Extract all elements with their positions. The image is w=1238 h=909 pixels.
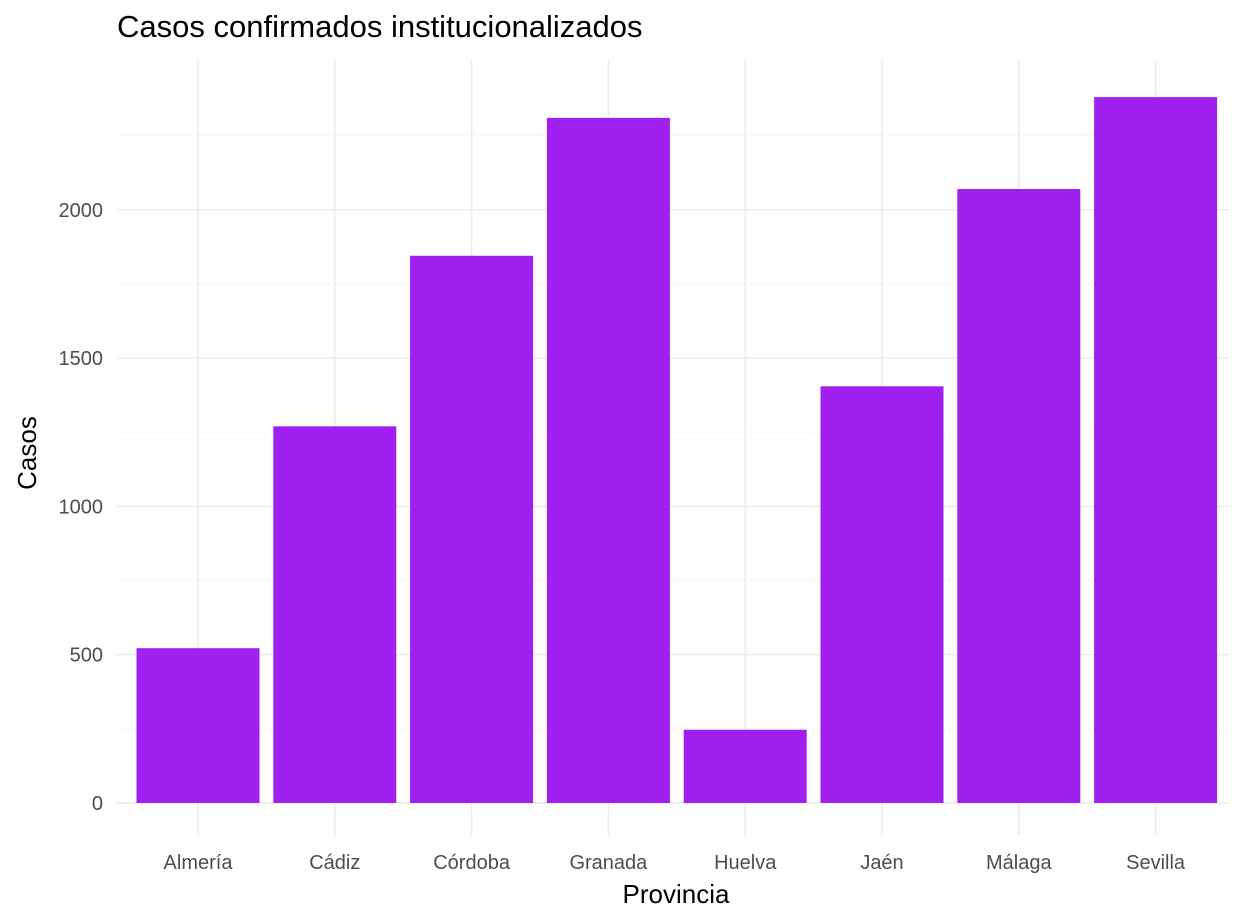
bar-granada bbox=[546, 117, 670, 803]
x-tick-label: Cádiz bbox=[309, 852, 360, 874]
x-axis-title: Provincia bbox=[623, 879, 730, 909]
x-tick-label: Jaén bbox=[860, 852, 903, 874]
y-tick-label: 0 bbox=[92, 793, 103, 815]
bars bbox=[136, 97, 1218, 804]
x-tick-label: Sevilla bbox=[1126, 852, 1186, 874]
y-tick-label: 2000 bbox=[59, 200, 104, 222]
y-tick-label: 1000 bbox=[59, 496, 104, 518]
y-tick-label: 500 bbox=[70, 645, 103, 667]
x-tick-label: Almería bbox=[164, 852, 234, 874]
x-tick-label: Huelva bbox=[714, 852, 777, 874]
bar-cádiz bbox=[273, 426, 397, 803]
bar-huelva bbox=[683, 729, 807, 803]
y-axis-ticks: 0 500 1000 1500 2000 bbox=[59, 200, 104, 815]
x-tick-label: Córdoba bbox=[433, 852, 511, 874]
bar-almería bbox=[136, 648, 260, 803]
bar-málaga bbox=[957, 189, 1081, 804]
x-axis-ticks: Almería Cádiz Córdoba Granada Huelva Jaén Mála… bbox=[164, 852, 1186, 874]
x-tick-label: Málaga bbox=[986, 852, 1052, 874]
bar-sevilla bbox=[1094, 97, 1218, 804]
y-tick-label: 1500 bbox=[59, 348, 104, 370]
chart-title: Casos confirmados institucionalizados bbox=[117, 9, 643, 44]
bar-córdoba bbox=[410, 255, 534, 803]
x-tick-label: Granada bbox=[569, 852, 648, 874]
y-axis-title: Casos bbox=[12, 416, 42, 490]
bar-jaén bbox=[820, 386, 944, 803]
